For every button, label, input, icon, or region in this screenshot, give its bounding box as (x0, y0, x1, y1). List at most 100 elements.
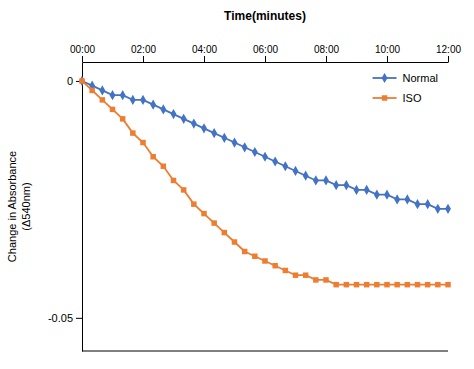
series-point (242, 142, 248, 152)
series-point (283, 268, 288, 273)
series-point (425, 199, 431, 209)
series-point (252, 254, 257, 259)
series-point (110, 90, 116, 100)
series-point (232, 137, 238, 147)
y-axis-title-line: (Δ540nm) (20, 182, 32, 230)
series-point (415, 282, 420, 287)
series-point (181, 187, 186, 192)
series-point (354, 282, 359, 287)
x-tick: 04:00 (192, 44, 217, 62)
series-point (262, 152, 268, 162)
series-point (221, 133, 227, 143)
x-tick-mark (448, 56, 449, 62)
x-tick: 10:00 (375, 44, 400, 62)
series-point (150, 100, 156, 110)
series-point (79, 78, 84, 83)
series-point (313, 277, 318, 282)
series-point (425, 282, 430, 287)
series-point (140, 140, 145, 145)
series-point (343, 180, 349, 190)
x-tick-label: 06:00 (253, 44, 278, 55)
x-tick-mark (204, 56, 205, 62)
series-point (171, 109, 177, 119)
series-point (171, 178, 176, 183)
series-point (120, 90, 126, 100)
series-point (303, 171, 309, 181)
series-point (333, 282, 338, 287)
x-tick-mark (326, 56, 327, 62)
series-point (445, 204, 451, 214)
series-point (211, 220, 216, 225)
legend-item: ISO (373, 92, 422, 104)
series-point (211, 128, 217, 138)
series-point (354, 185, 360, 195)
series-point (293, 166, 299, 176)
marks (79, 76, 451, 288)
x-tick-mark (82, 56, 83, 62)
series-point (99, 85, 105, 95)
series-point (79, 76, 85, 86)
series-point (282, 161, 288, 171)
series-point (120, 116, 125, 121)
series-point (222, 230, 227, 235)
series-point (384, 282, 389, 287)
x-axis-line (83, 62, 449, 63)
series-point (252, 147, 258, 157)
series-point (435, 204, 441, 214)
series-point (323, 277, 328, 282)
x-tick-mark (265, 56, 266, 62)
series-point (89, 88, 94, 93)
x-axis-title: Time(minutes) (224, 9, 306, 23)
series-point (150, 154, 155, 159)
series-point (191, 118, 197, 128)
x-tick-label: 10:00 (375, 44, 400, 55)
x-tick-label: 12:00 (436, 44, 461, 55)
series-point (364, 282, 369, 287)
series-point (384, 190, 390, 200)
x-tick-mark (387, 56, 388, 62)
x-tick-label: 00:00 (70, 44, 95, 55)
series-point (272, 156, 278, 166)
series-point (374, 282, 379, 287)
series-point (232, 239, 237, 244)
series-line (82, 81, 448, 209)
y-tick-label: 0 (67, 75, 73, 87)
series-point (181, 114, 187, 124)
legend-label: Normal (403, 72, 438, 84)
series-point (394, 194, 400, 204)
legend-marker (382, 73, 388, 83)
x-tick: 08:00 (314, 44, 339, 62)
series-point (262, 258, 267, 263)
series-point (404, 194, 410, 204)
series-point (242, 249, 247, 254)
series-point (313, 175, 319, 185)
series (79, 76, 451, 214)
series (79, 78, 450, 287)
series-point (140, 95, 146, 105)
y-tick-label: -0.05 (48, 312, 73, 324)
x-tick-label: 04:00 (192, 44, 217, 55)
y-axis-title: Change in Absorbance(Δ540nm) (6, 151, 32, 262)
legend: Normal ISO (373, 72, 438, 104)
series-point (415, 199, 421, 209)
y-axis: 0 -0.05 (48, 63, 83, 352)
series-point (445, 282, 450, 287)
plot: 00:00 02:00 04:00 06:00 08:00 10:00 12:00 0 -0.0… (48, 44, 462, 352)
series-point (435, 282, 440, 287)
series-point (100, 97, 105, 102)
series-point (303, 272, 308, 277)
chart: 00:00 02:00 04:00 06:00 08:00 10:00 12:00 0 -0.0… (0, 0, 474, 369)
x-tick-label: 02:00 (131, 44, 156, 55)
series-line (82, 81, 448, 285)
series-point (130, 95, 136, 105)
series-point (272, 263, 277, 268)
series-point (130, 130, 135, 135)
x-axis-baseline (82, 351, 448, 352)
series-point (201, 123, 207, 133)
legend-item: Normal (373, 72, 438, 84)
x-tick: 02:00 (131, 44, 156, 62)
series-point (333, 180, 339, 190)
x-axis: 00:00 02:00 04:00 06:00 08:00 10:00 12:00 (70, 44, 461, 63)
series-point (323, 175, 329, 185)
series-point (293, 272, 298, 277)
